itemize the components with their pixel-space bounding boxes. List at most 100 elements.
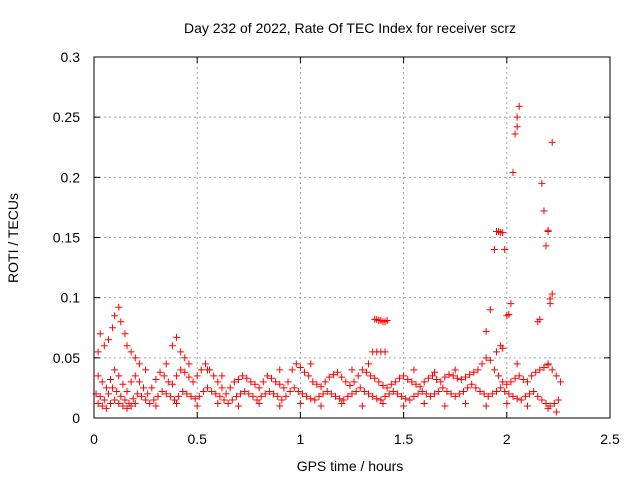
data-point [298,390,306,398]
data-point [422,390,430,398]
y-axis-label: ROTI / TECUs [5,193,21,283]
data-point [490,366,498,374]
data-point [482,327,490,335]
data-point [247,378,255,386]
data-point [189,378,197,386]
data-point [226,384,234,392]
data-point [358,402,366,410]
data-point [284,378,292,386]
data-point [160,372,168,380]
data-point [259,378,267,386]
plot-frame [93,56,611,419]
data-point [199,388,207,396]
data-point [133,390,141,398]
data-point [309,378,317,386]
data-point [556,378,564,386]
data-point [532,368,540,376]
data-point [185,373,193,381]
data-point [400,402,408,410]
data-point [239,372,247,380]
data-point [162,390,170,398]
data-point [513,360,521,368]
x-tick-label: 1 [297,431,305,447]
data-point [406,396,414,404]
data-point [338,400,346,408]
data-point [536,315,544,323]
data-point [278,396,286,404]
data-point [150,396,158,404]
data-point [445,371,453,379]
data-point [348,390,356,398]
x-tick-label: 2 [503,431,511,447]
data-point [234,375,242,383]
data-point [449,372,457,380]
data-point [381,392,389,400]
data-point [521,392,529,400]
data-point [117,318,125,326]
data-point [305,372,313,380]
data-point [179,388,187,396]
data-point [398,392,406,400]
data-point [426,392,434,400]
data-point [536,366,544,374]
data-point [98,402,106,410]
data-point [173,400,181,408]
data-point [121,330,129,338]
data-point [175,392,183,400]
data-point [331,392,339,400]
data-point [371,374,379,382]
data-point [220,396,228,404]
y-tick-label: 0.05 [53,350,80,366]
data-point [104,336,112,344]
x-axis-label: GPS time / hours [297,458,404,474]
data-point [540,207,548,215]
data-point [230,378,238,386]
data-point [492,388,500,396]
data-point [173,372,181,380]
data-point [492,348,500,356]
data-point [94,400,102,408]
data-point [218,384,226,392]
data-point [214,400,222,408]
data-point [123,404,131,412]
data-point [538,396,546,404]
data-point [515,102,523,110]
data-point [375,378,383,386]
data-point [528,372,536,380]
data-point [488,390,496,398]
data-point [391,378,399,386]
data-point [276,402,284,410]
data-point [420,378,428,386]
data-point [344,392,352,400]
data-point [499,229,507,237]
x-tick-label: 1.5 [394,431,414,447]
data-point [100,396,108,404]
data-point [109,384,117,392]
data-point [554,396,562,404]
data-point [107,375,115,383]
data-point [257,392,265,400]
data-point [113,388,121,396]
data-point [389,388,397,396]
data-point [311,396,319,404]
data-point [249,392,257,400]
data-point [212,390,220,398]
data-point [431,390,439,398]
data-point [276,380,284,388]
data-point [170,396,178,404]
data-point [379,400,387,408]
data-point [214,378,222,386]
data-point [369,392,377,400]
data-point [336,395,344,403]
data-point [453,374,461,382]
data-point [505,390,513,398]
y-tick-label: 0.25 [53,109,80,125]
data-point [144,390,152,398]
data-point [457,375,465,383]
data-point [181,354,189,362]
data-point [282,392,290,400]
data-point [482,354,490,362]
data-point [466,371,474,379]
data-point [511,130,519,138]
data-point [544,404,552,412]
